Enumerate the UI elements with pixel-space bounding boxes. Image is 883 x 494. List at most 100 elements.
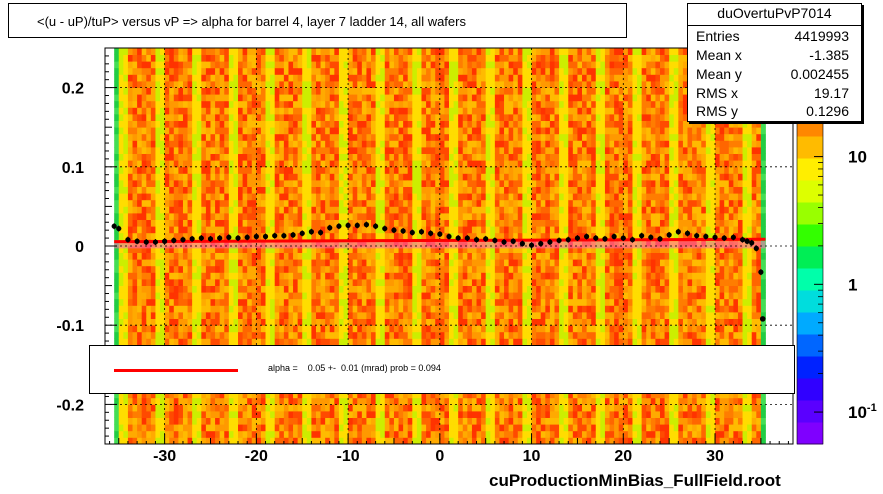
heatmap-cell [398, 292, 404, 300]
heatmap-cell [389, 166, 395, 174]
heatmap-cell [481, 100, 487, 108]
heatmap-cell [398, 61, 404, 69]
heatmap-cell [444, 67, 450, 75]
heatmap-cell [233, 265, 239, 273]
heatmap-cell [283, 338, 289, 346]
heatmap-cell [481, 226, 487, 234]
heatmap-cell [288, 61, 294, 69]
heatmap-cell [283, 397, 289, 405]
heatmap-cell [311, 331, 317, 339]
heatmap-cell [205, 259, 211, 267]
heatmap-cell [210, 193, 216, 201]
heatmap-cell [439, 186, 445, 194]
heatmap-cell [132, 100, 138, 108]
heatmap-cell [361, 48, 367, 55]
heatmap-cell [485, 100, 491, 108]
heatmap-cell [283, 67, 289, 75]
heatmap-cell [338, 173, 344, 181]
heatmap-cell [173, 199, 179, 207]
heatmap-cell [283, 127, 289, 135]
heatmap-cell [146, 173, 152, 181]
heatmap-cell [238, 186, 243, 194]
heatmap-cell [453, 292, 459, 300]
heatmap-cell [256, 166, 262, 174]
heatmap-cell [293, 312, 299, 319]
heatmap-cell [150, 81, 156, 88]
heatmap-cell [416, 94, 422, 102]
heatmap-cell [416, 292, 422, 300]
heatmap-cell [247, 74, 253, 82]
heatmap-cell [150, 100, 156, 108]
heatmap-cell [270, 318, 276, 326]
heatmap-cell [123, 61, 129, 69]
heatmap-cell [371, 338, 377, 346]
heatmap-cell [137, 246, 143, 253]
heatmap-cell [320, 213, 326, 220]
heatmap-cell [366, 312, 372, 319]
heatmap-cell [329, 133, 335, 141]
heatmap-cell [293, 107, 299, 115]
heatmap-cell [421, 213, 427, 220]
heatmap-cell [146, 87, 152, 95]
heatmap-cell [137, 147, 143, 154]
heatmap-cell [127, 199, 133, 207]
heatmap-cell [146, 298, 152, 306]
heatmap-cell [435, 325, 441, 333]
heatmap-cell [343, 133, 349, 141]
heatmap-cell [270, 312, 276, 319]
heatmap-cell [210, 213, 216, 220]
heatmap-cell [210, 61, 216, 69]
heatmap-cell [215, 252, 221, 260]
heatmap-cell [279, 430, 285, 438]
heatmap-cell [430, 246, 436, 253]
heatmap-cell [118, 107, 124, 115]
heatmap-cell [375, 226, 381, 234]
heatmap-cell [462, 74, 468, 82]
heatmap-cell [169, 120, 175, 128]
heatmap-cell [283, 100, 289, 108]
heatmap-cell [389, 199, 395, 207]
heatmap-cell [219, 279, 225, 286]
heatmap-cell [228, 193, 234, 201]
heatmap-cell [306, 404, 312, 412]
heatmap-cell [412, 292, 418, 300]
heatmap-cell [205, 430, 211, 438]
heatmap-cell [160, 246, 166, 253]
heatmap-cell [366, 186, 372, 194]
heatmap-cell [141, 213, 147, 220]
heatmap-cell [279, 298, 285, 306]
heatmap-cell [256, 298, 262, 306]
heatmap-cell [352, 292, 358, 300]
heatmap-cell [201, 186, 207, 194]
heatmap-cell [293, 147, 299, 154]
heatmap-cell [288, 417, 294, 425]
heatmap-cell [348, 338, 354, 346]
heatmap-cell [421, 411, 427, 418]
heatmap-cell [187, 67, 193, 75]
heatmap-cell [242, 100, 248, 108]
heatmap-cell [274, 133, 280, 141]
heatmap-cell [141, 232, 147, 240]
heatmap-cell [449, 54, 454, 62]
heatmap-cell [205, 114, 211, 121]
heatmap-cell [380, 265, 386, 273]
heatmap-cell [238, 252, 243, 260]
heatmap-cell [476, 246, 482, 253]
heatmap-cell [462, 338, 468, 346]
heatmap-cell [178, 331, 184, 339]
heatmap-cell [398, 48, 404, 55]
heatmap-cell [288, 114, 294, 121]
heatmap-cell [205, 166, 211, 174]
heatmap-cell [366, 338, 372, 346]
heatmap-cell [393, 67, 399, 75]
heatmap-cell [114, 133, 120, 141]
heatmap-cell [155, 87, 161, 95]
heatmap-cell [201, 232, 207, 240]
heatmap-cell [160, 338, 166, 346]
heatmap-cell [238, 206, 243, 214]
heatmap-cell [435, 404, 441, 412]
heatmap-cell [288, 292, 294, 300]
heatmap-cell [178, 437, 184, 445]
heatmap-cell [338, 114, 344, 121]
heatmap-cell [325, 94, 331, 102]
